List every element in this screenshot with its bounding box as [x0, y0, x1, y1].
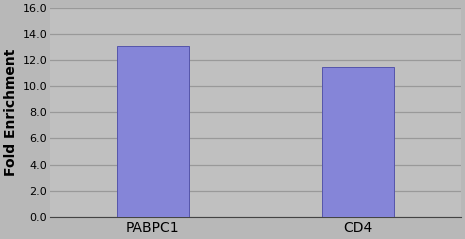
Y-axis label: Fold Enrichment: Fold Enrichment	[4, 49, 18, 176]
Bar	[117, 46, 189, 217]
Bar	[322, 67, 394, 217]
